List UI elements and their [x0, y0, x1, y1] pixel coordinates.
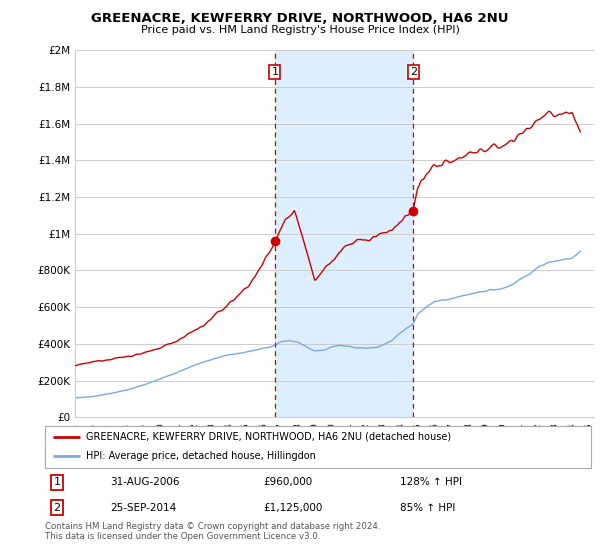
Text: 1: 1 — [53, 477, 61, 487]
Text: 2: 2 — [53, 503, 61, 513]
Text: Price paid vs. HM Land Registry's House Price Index (HPI): Price paid vs. HM Land Registry's House … — [140, 25, 460, 35]
Text: Contains HM Land Registry data © Crown copyright and database right 2024.
This d: Contains HM Land Registry data © Crown c… — [45, 522, 380, 542]
Text: GREENACRE, KEWFERRY DRIVE, NORTHWOOD, HA6 2NU (detached house): GREENACRE, KEWFERRY DRIVE, NORTHWOOD, HA… — [86, 432, 451, 442]
Text: £960,000: £960,000 — [263, 477, 313, 487]
Text: 25-SEP-2014: 25-SEP-2014 — [110, 503, 177, 513]
Text: GREENACRE, KEWFERRY DRIVE, NORTHWOOD, HA6 2NU: GREENACRE, KEWFERRY DRIVE, NORTHWOOD, HA… — [91, 12, 509, 25]
Text: 85% ↑ HPI: 85% ↑ HPI — [400, 503, 455, 513]
Text: 2: 2 — [410, 67, 417, 77]
Text: 31-AUG-2006: 31-AUG-2006 — [110, 477, 180, 487]
Text: 1: 1 — [271, 67, 278, 77]
Bar — [275, 50, 413, 417]
Text: 128% ↑ HPI: 128% ↑ HPI — [400, 477, 462, 487]
Text: £1,125,000: £1,125,000 — [263, 503, 323, 513]
Text: HPI: Average price, detached house, Hillingdon: HPI: Average price, detached house, Hill… — [86, 451, 316, 461]
